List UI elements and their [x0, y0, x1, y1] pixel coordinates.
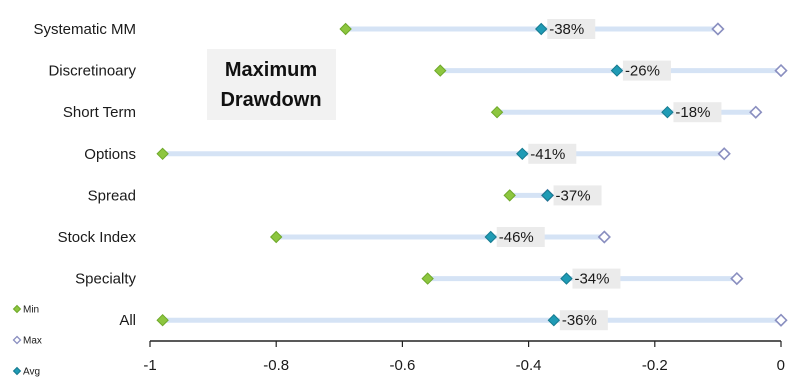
max-marker: [774, 313, 788, 327]
min-marker: [434, 64, 447, 77]
avg-label: -26%: [625, 63, 660, 80]
min-marker: [156, 313, 169, 327]
max-marker: [717, 147, 731, 161]
avg-label-bg: [496, 227, 545, 247]
avg-label: -38%: [549, 21, 584, 38]
avg-label: -18%: [675, 104, 710, 121]
avg-label: -36%: [562, 312, 597, 329]
legend-min-marker: [12, 304, 22, 314]
category-label: Short Term: [63, 104, 136, 121]
min-marker: [156, 147, 169, 161]
avg-marker: [541, 189, 554, 202]
legend-max-marker: [12, 335, 22, 345]
avg-marker: [547, 313, 561, 327]
avg-label: -41%: [530, 146, 565, 163]
avg-label-bg: [553, 185, 602, 206]
avg-label-bg: [572, 268, 621, 289]
avg-marker: [661, 105, 674, 119]
avg-label: -46%: [499, 229, 534, 246]
max-marker: [730, 271, 744, 286]
category-label: Specialty: [75, 271, 136, 288]
max-marker: [711, 22, 725, 36]
legend-min-label: Min: [23, 305, 39, 316]
x-tick-label: -0.8: [263, 357, 289, 374]
category-labels: Systematic MM Discretinoary Short Term Opti…: [33, 21, 136, 329]
avg-label-bg: [547, 19, 596, 39]
avg-marker: [535, 22, 548, 36]
avg-label-bg: [559, 310, 608, 331]
x-tick-label: -0.4: [516, 357, 542, 374]
markers: [156, 22, 788, 327]
chart-title-line: Maximum: [225, 59, 317, 81]
min-marker: [421, 272, 434, 285]
chart-title-line: Drawdown: [220, 89, 321, 111]
avg-marker: [560, 272, 573, 285]
legend-avg-marker: [12, 366, 22, 376]
avg-labels: -38% -26% -18% -41% -37% -46% -34% -36%: [496, 19, 722, 331]
category-label: Options: [84, 146, 136, 163]
avg-marker: [484, 230, 497, 244]
category-label: Spread: [88, 187, 136, 204]
chart-title-box: [207, 49, 336, 120]
min-marker: [269, 230, 283, 244]
max-marker: [774, 63, 788, 78]
x-tick-label: -0.2: [642, 357, 668, 374]
max-marker: [749, 105, 763, 119]
chart-title: Maximum Drawdown: [207, 49, 336, 120]
category-label: All: [119, 312, 136, 329]
x-tick-label: 0: [777, 357, 785, 374]
avg-label-bg: [528, 143, 577, 164]
min-marker: [503, 189, 516, 202]
avg-label: -37%: [556, 187, 591, 204]
avg-label: -34%: [574, 271, 609, 288]
avg-label-bg: [622, 60, 671, 81]
min-marker: [490, 105, 504, 119]
legend-avg-label: Avg: [23, 367, 40, 378]
category-label: Discretinoary: [48, 63, 136, 80]
range-bars: [160, 26, 784, 323]
category-label: Systematic MM: [33, 21, 136, 38]
avg-marker: [610, 64, 624, 77]
legend-max-label: Max: [23, 336, 42, 347]
x-tick-label: -1: [143, 357, 156, 374]
avg-marker: [516, 147, 529, 161]
min-marker: [339, 22, 352, 36]
x-tick-label: -0.6: [389, 357, 415, 374]
avg-label-bg: [673, 102, 722, 123]
legend: Min Max Avg: [12, 304, 42, 378]
x-axis: -1 -0.8 -0.6 -0.4 -0.2 0: [143, 340, 785, 374]
max-marker: [597, 230, 611, 244]
category-label: Stock Index: [58, 229, 137, 246]
